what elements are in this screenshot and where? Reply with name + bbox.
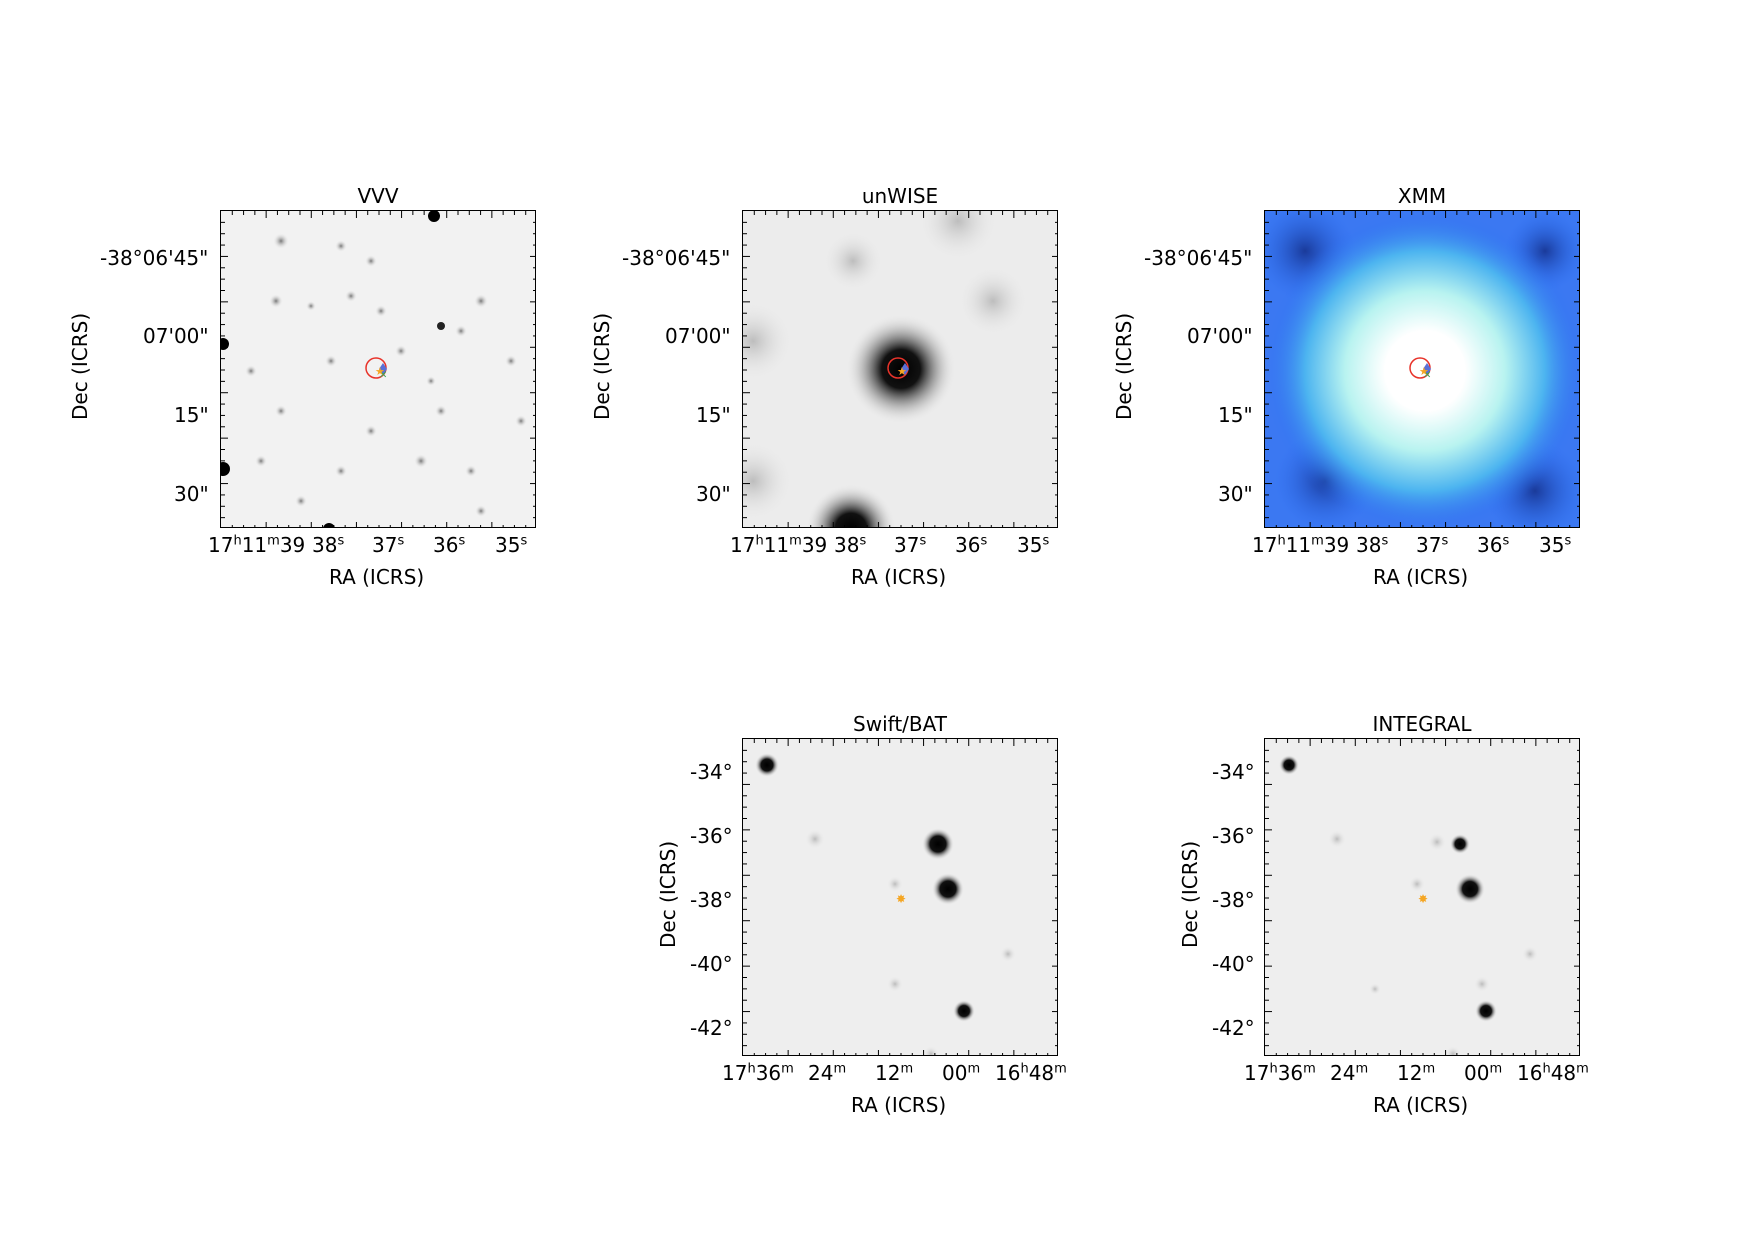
axis-ticks	[1265, 739, 1579, 1055]
xtick-label: 37s	[894, 533, 927, 557]
xtick-label: 16h48m	[995, 1061, 1067, 1085]
svg-text:✕: ✕	[1423, 370, 1431, 381]
xtick-label: 24m	[1330, 1061, 1369, 1085]
xtick-label: 37s	[1416, 533, 1449, 557]
xtick-label: 00m	[942, 1061, 981, 1085]
xmm-image: ✕ ★	[1265, 211, 1579, 527]
xtick-label: 35s	[1539, 533, 1572, 557]
image-frame: ★	[742, 210, 1058, 528]
ytick-label: 07'00"	[665, 324, 731, 348]
xtick-label-17h11m39: 17h11m39	[730, 533, 828, 557]
ytick-label: 07'00"	[143, 324, 209, 348]
svg-text:✸: ✸	[1418, 892, 1428, 906]
ytick-label: -42°	[1212, 1016, 1255, 1040]
panel-title: XMM	[1397, 184, 1447, 208]
xtick-label: 17h36m	[1244, 1061, 1316, 1085]
ytick-label: -34°	[1212, 760, 1255, 784]
x-axis-label: RA (ICRS)	[851, 565, 947, 589]
xtick-label: 36s	[433, 533, 466, 557]
panel-title: Swift/BAT	[853, 712, 947, 736]
ytick-label: -38°06'45"	[1144, 246, 1253, 270]
ytick-label: 15"	[174, 403, 209, 427]
x-axis-label: RA (ICRS)	[851, 1093, 947, 1117]
axis-ticks	[743, 739, 1057, 1055]
axis-ticks	[221, 211, 535, 527]
xtick-label: 37s	[372, 533, 405, 557]
ytick-label: -38°	[690, 888, 733, 912]
y-axis-label: Dec (ICRS)	[590, 312, 614, 420]
image-frame: ✸	[742, 738, 1058, 1056]
svg-text:✕: ✕	[379, 370, 387, 381]
image-frame: ✕ ★	[220, 210, 536, 528]
xtick-label: 12m	[875, 1061, 914, 1085]
panel-title: unWISE	[861, 184, 939, 208]
svg-text:★: ★	[897, 365, 907, 378]
xtick-label: 38s	[1356, 533, 1389, 557]
svg-text:✸: ✸	[896, 892, 906, 906]
ytick-label: -38°06'45"	[622, 246, 731, 270]
ytick-label: 30"	[174, 482, 209, 506]
xtick-label: 38s	[834, 533, 867, 557]
x-axis-label: RA (ICRS)	[1373, 565, 1469, 589]
xtick-label: 00m	[1464, 1061, 1503, 1085]
y-axis-label: Dec (ICRS)	[1112, 312, 1136, 420]
ytick-label: -34°	[690, 760, 733, 784]
ytick-label: 15"	[696, 403, 731, 427]
xtick-label: 24m	[808, 1061, 847, 1085]
xtick-label: 17h36m	[722, 1061, 794, 1085]
ytick-label: -36°	[1212, 824, 1255, 848]
integral-image: ✸	[1279, 755, 1538, 1055]
ytick-label: -38°	[1212, 888, 1255, 912]
unwise-image: ★	[743, 211, 1028, 527]
xtick-label-17h11m39: 17h11m39	[208, 533, 306, 557]
ytick-label: -42°	[690, 1016, 733, 1040]
ytick-label: -38°06'45"	[100, 246, 209, 270]
ytick-label: 07'00"	[1187, 324, 1253, 348]
x-axis-label: RA (ICRS)	[329, 565, 425, 589]
ytick-label: -36°	[690, 824, 733, 848]
xtick-label-17h11m39: 17h11m39	[1252, 533, 1350, 557]
swiftbat-image: ✸	[755, 753, 1016, 1055]
ytick-label: -40°	[690, 952, 733, 976]
axis-ticks	[743, 211, 1057, 527]
y-axis-label: Dec (ICRS)	[656, 840, 680, 948]
svg-text:★: ★	[1419, 365, 1429, 378]
ytick-label: 30"	[1218, 482, 1253, 506]
image-frame: ✸	[1264, 738, 1580, 1056]
y-axis-label: Dec (ICRS)	[1178, 840, 1202, 948]
y-axis-label: Dec (ICRS)	[68, 312, 92, 420]
svg-text:★: ★	[375, 365, 385, 378]
x-axis-label: RA (ICRS)	[1373, 1093, 1469, 1117]
xtick-label: 16h48m	[1517, 1061, 1589, 1085]
panel-title: INTEGRAL	[1372, 712, 1472, 736]
image-frame: ✕ ★	[1264, 210, 1580, 528]
xtick-label: 12m	[1397, 1061, 1436, 1085]
xtick-label: 36s	[1477, 533, 1510, 557]
ytick-label: -40°	[1212, 952, 1255, 976]
xtick-label: 38s	[312, 533, 345, 557]
ytick-label: 30"	[696, 482, 731, 506]
axis-ticks	[1265, 211, 1579, 527]
xtick-label: 36s	[955, 533, 988, 557]
xtick-label: 35s	[495, 533, 528, 557]
panel-title: VVV	[357, 184, 399, 208]
xtick-label: 35s	[1017, 533, 1050, 557]
ytick-label: 15"	[1218, 403, 1253, 427]
vvv-image: ✕ ★	[221, 211, 527, 527]
